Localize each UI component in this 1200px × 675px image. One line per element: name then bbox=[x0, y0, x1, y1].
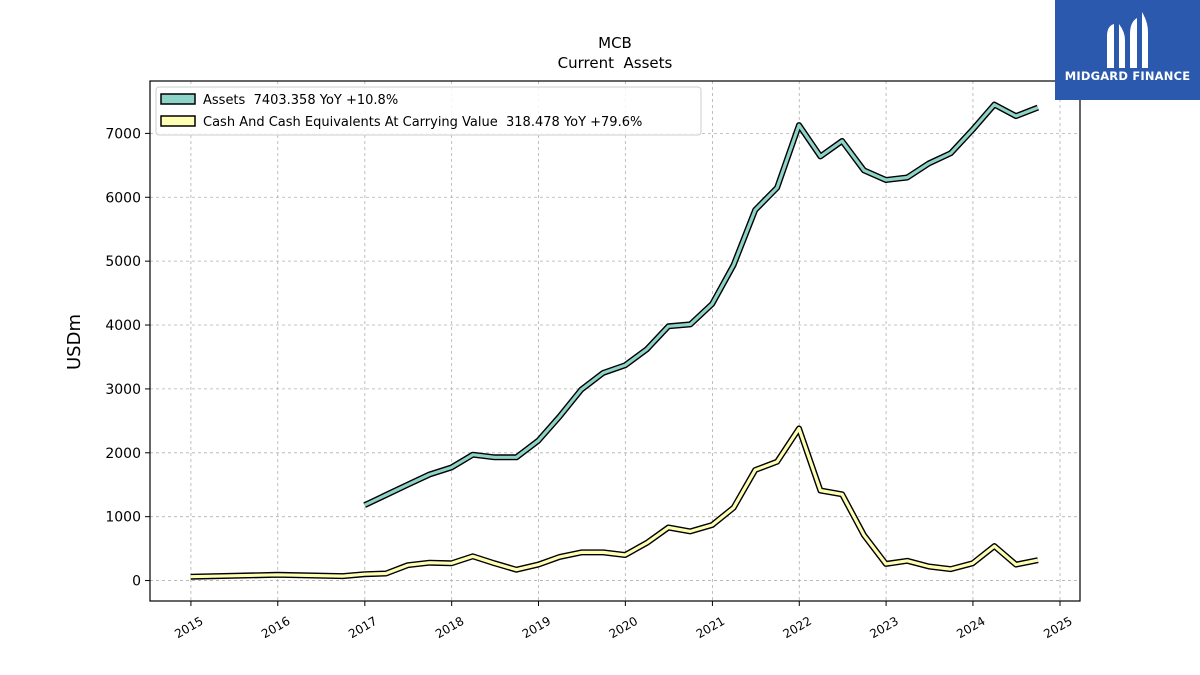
series-outline-assets bbox=[363, 101, 1039, 508]
y-tick-label: 2000 bbox=[105, 446, 141, 462]
x-tick-label: 2023 bbox=[867, 614, 900, 641]
x-tick-label: 2021 bbox=[694, 614, 727, 641]
y-tick-label: 5000 bbox=[105, 254, 141, 270]
x-tick-label: 2017 bbox=[346, 614, 379, 641]
x-tick-label: 2015 bbox=[172, 614, 205, 641]
series-line-assets bbox=[363, 102, 1039, 507]
series-lines bbox=[190, 101, 1039, 580]
legend-swatch-cash bbox=[160, 115, 196, 127]
y-tick-label: 0 bbox=[132, 574, 141, 590]
brand-emblem-icon bbox=[1107, 12, 1148, 68]
legend-label-cash: Cash And Cash Equivalents At Carrying Va… bbox=[203, 115, 642, 130]
y-tick-label: 4000 bbox=[105, 318, 141, 334]
legend-frame bbox=[155, 86, 702, 136]
legend-swatch-assets bbox=[160, 93, 196, 105]
x-tick-label: 2018 bbox=[433, 614, 466, 641]
brand-name: MIDGARD FINANCE bbox=[1064, 69, 1191, 83]
legend: Assets 7403.358 YoY +10.8% Cash And Cash… bbox=[155, 86, 702, 136]
y-tick-label: 7000 bbox=[105, 126, 141, 142]
y-axis-label: USDm bbox=[64, 314, 85, 370]
grid bbox=[150, 81, 1080, 601]
brand-logo: MIDGARD FINANCE bbox=[1055, 0, 1200, 100]
chart-subtitle: Current Assets bbox=[558, 54, 673, 72]
series-line-cash bbox=[190, 426, 1039, 579]
x-tick-label: 2024 bbox=[954, 614, 987, 641]
x-tick-label: 2025 bbox=[1041, 614, 1074, 641]
x-tick-label: 2019 bbox=[520, 614, 553, 641]
plot-frame bbox=[149, 80, 1081, 602]
x-tick-label: 2016 bbox=[259, 614, 292, 641]
legend-label-assets: Assets 7403.358 YoY +10.8% bbox=[203, 93, 398, 108]
y-tick-label: 3000 bbox=[105, 382, 141, 398]
x-tick-label: 2020 bbox=[607, 614, 640, 641]
x-tick-label: 2022 bbox=[781, 614, 814, 641]
y-tick-label: 1000 bbox=[105, 510, 141, 526]
y-tick-label: 6000 bbox=[105, 190, 141, 206]
chart-title: MCB bbox=[598, 34, 632, 52]
